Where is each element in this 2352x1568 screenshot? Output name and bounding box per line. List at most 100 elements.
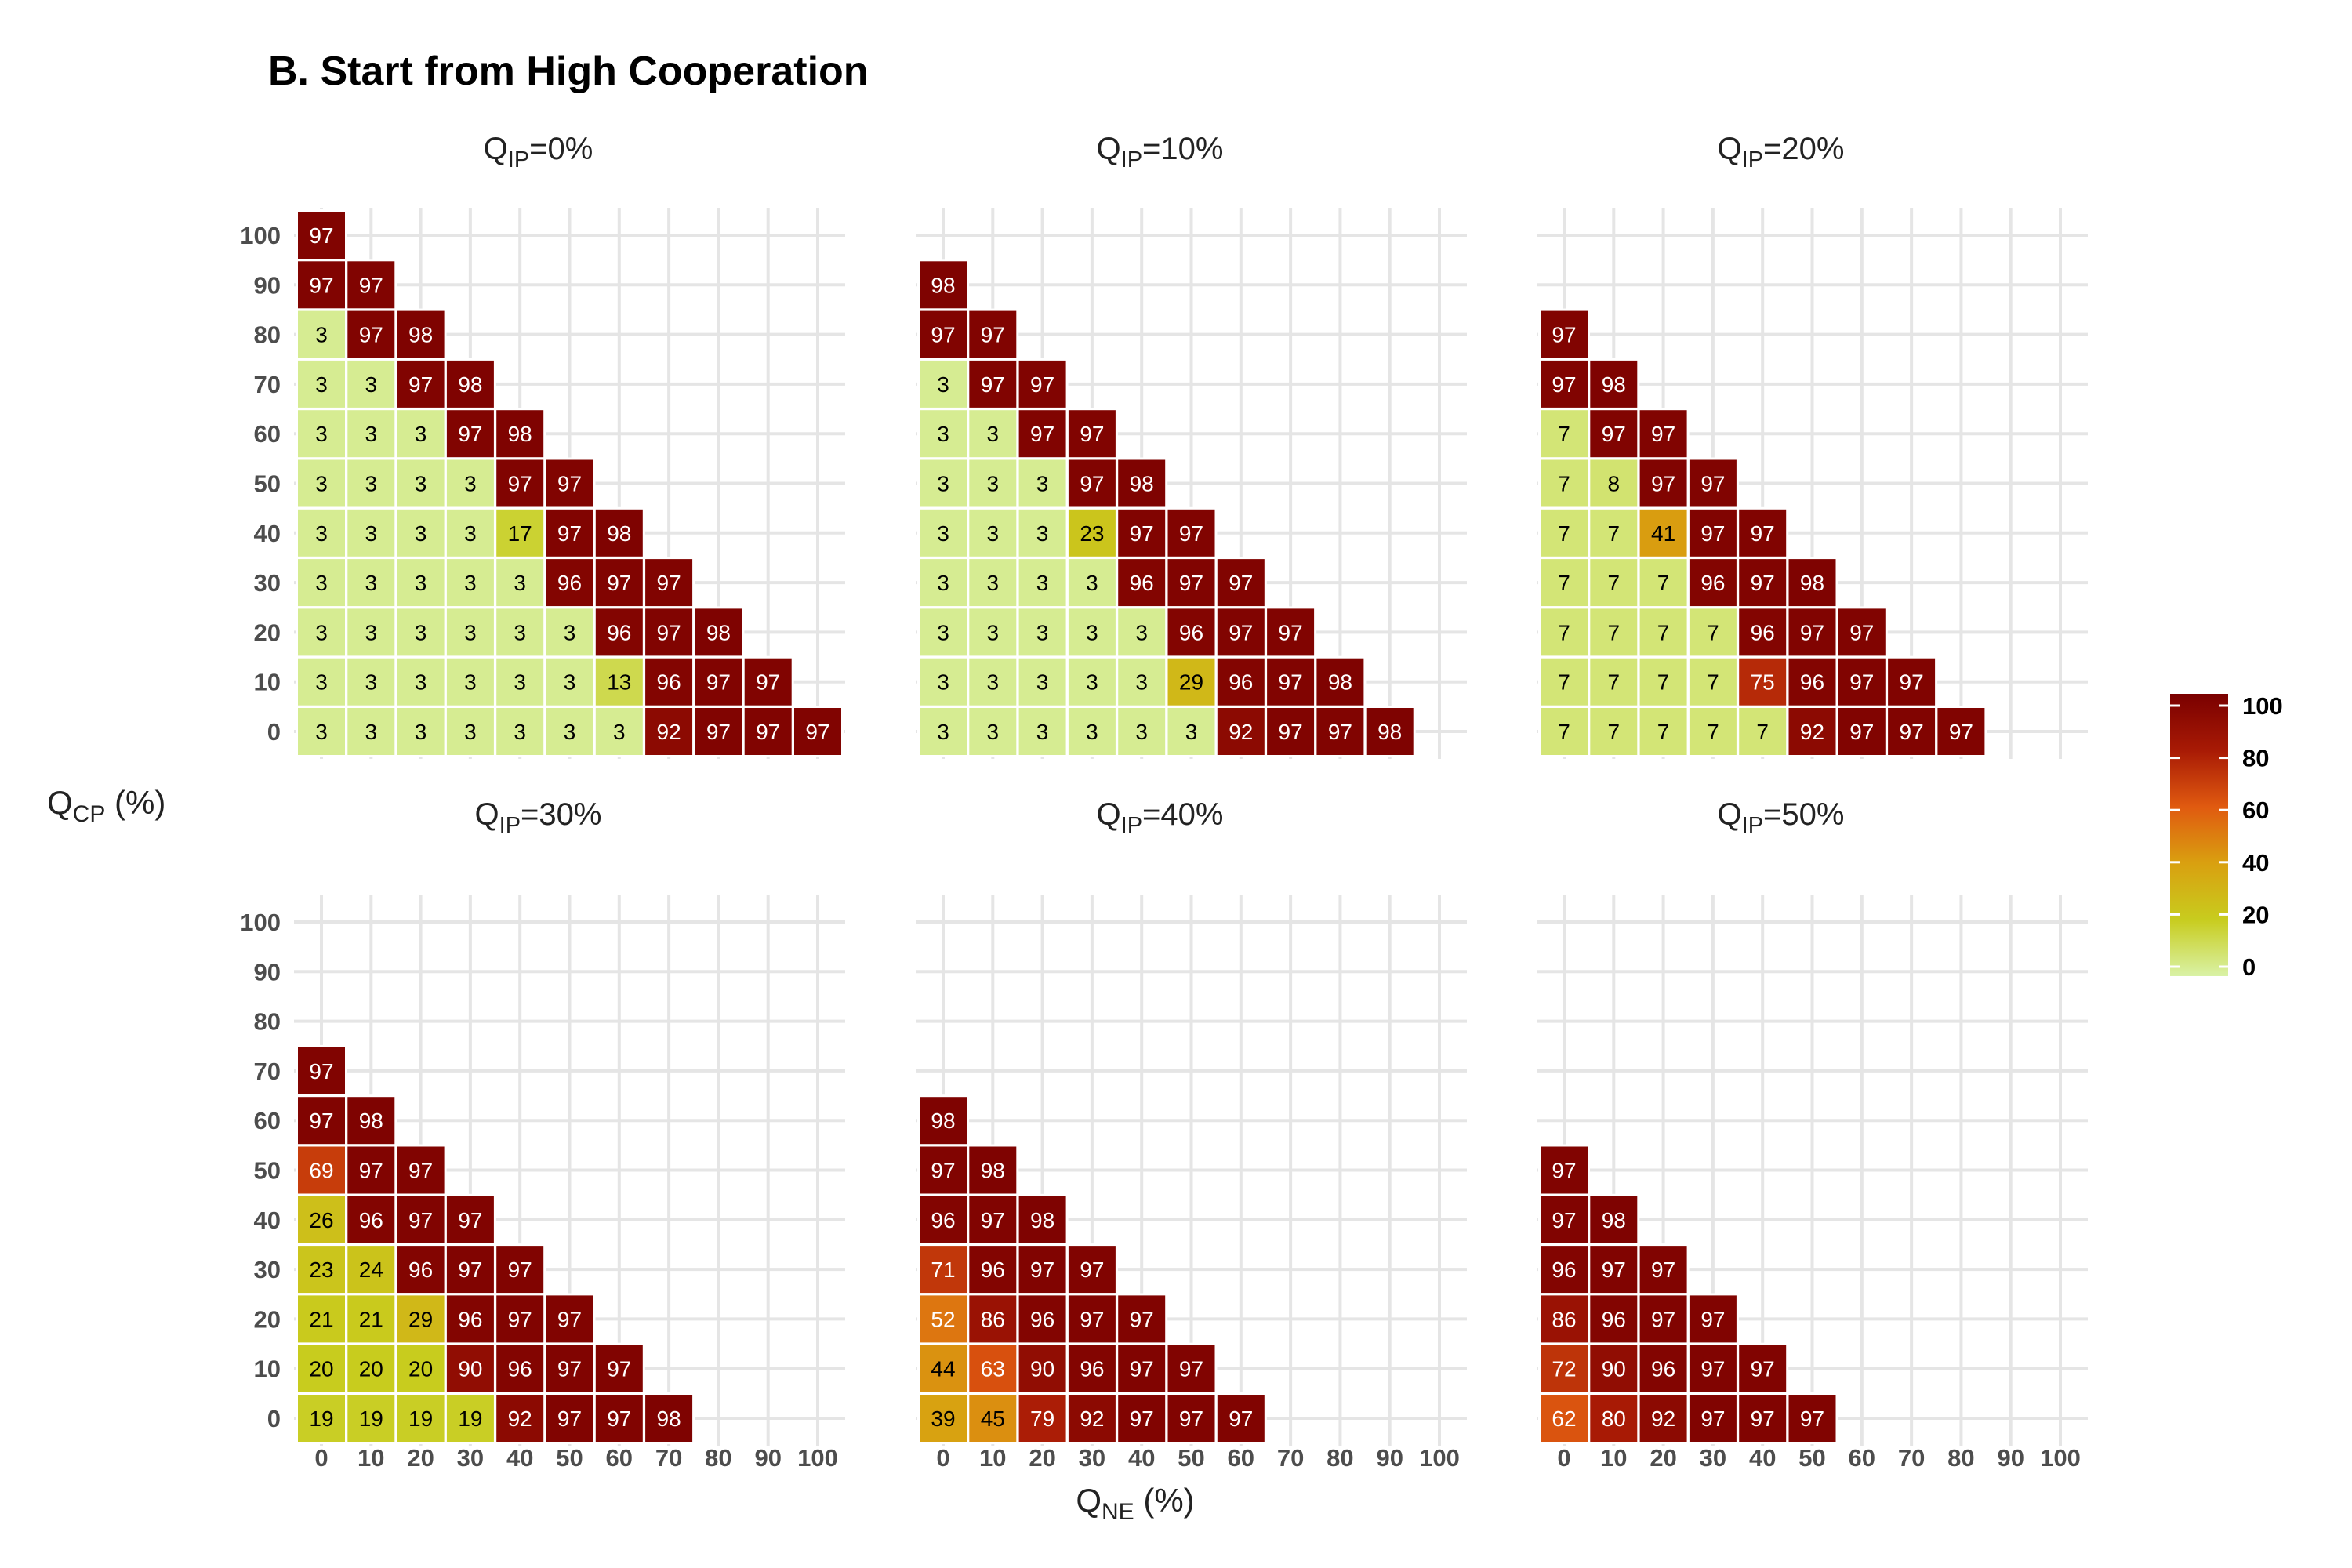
cell-value-label: 3 <box>937 720 949 744</box>
heatmap-cell <box>345 1193 397 1246</box>
heatmap-cell <box>1786 557 1838 609</box>
cell-value-label: 98 <box>408 323 433 347</box>
cell-value-label: 7 <box>1608 571 1621 595</box>
heatmap-cell <box>543 506 596 559</box>
y-tick-label: 40 <box>254 520 281 547</box>
cell-value-label: 3 <box>937 620 949 644</box>
cell-value-label: 3 <box>315 720 328 744</box>
heatmap-cell <box>1737 506 1789 559</box>
cell-value-label: 7 <box>1558 472 1570 496</box>
heatmap-cell <box>1886 706 1938 757</box>
heatmap-cell <box>1538 308 1590 361</box>
cell-value-label: 96 <box>1602 1307 1626 1331</box>
heatmap-cell <box>1065 1293 1118 1345</box>
cell-value-label: 97 <box>756 720 780 744</box>
cell-value-label: 97 <box>1229 620 1253 644</box>
heatmap-cell <box>1538 1392 1590 1444</box>
cell-value-label: 63 <box>981 1357 1005 1381</box>
heatmap-cell <box>345 506 397 559</box>
cell-value-label: 3 <box>415 720 427 744</box>
cell-value-label: 19 <box>458 1406 482 1431</box>
heatmap-cell <box>1588 1193 1640 1246</box>
heatmap-cell <box>1016 408 1069 460</box>
cell-value-label: 3 <box>937 422 949 446</box>
cell-value-label: 3 <box>514 720 526 744</box>
heatmap-cell <box>643 1392 695 1444</box>
panel-strip-label: QIP=40% <box>1097 797 1224 838</box>
x-tick-label: 90 <box>1997 1444 2024 1472</box>
cell-value-label: 96 <box>557 571 582 595</box>
legend-tick-label: 20 <box>2242 901 2269 928</box>
cell-value-label: 3 <box>514 670 526 695</box>
heatmap-cell <box>494 706 546 757</box>
heatmap-cell <box>1016 557 1069 609</box>
cell-value-label: 52 <box>931 1307 955 1331</box>
heatmap-cell <box>1588 358 1640 410</box>
heatmap-cell <box>593 1342 645 1395</box>
heatmap-cell <box>1935 706 1987 757</box>
cell-value-label: 97 <box>1130 1357 1154 1381</box>
cell-value-label: 3 <box>987 521 1000 546</box>
heatmap-cell <box>1637 1392 1690 1444</box>
heatmap-cell <box>394 557 447 609</box>
y-tick-label: 30 <box>254 1256 281 1283</box>
cell-value-label: 3 <box>415 620 427 644</box>
heatmap-cell <box>1538 358 1590 410</box>
heatmap-cell <box>1016 457 1069 510</box>
cell-value-label: 96 <box>1552 1258 1576 1282</box>
cell-value-label: 97 <box>1179 1357 1203 1381</box>
legend-tick-label: 60 <box>2242 797 2269 824</box>
cell-value-label: 97 <box>1900 720 1924 744</box>
heatmap-cell <box>543 706 596 757</box>
cell-value-label: 3 <box>365 422 378 446</box>
heatmap-cell <box>917 408 969 460</box>
cell-value-label: 7 <box>1558 521 1570 546</box>
cell-value-label: 97 <box>981 372 1005 397</box>
cell-value-label: 97 <box>981 1208 1005 1232</box>
cell-value-label: 92 <box>1229 720 1253 744</box>
cell-value-label: 97 <box>931 1159 955 1183</box>
x-tick-label: 60 <box>1849 1444 1875 1472</box>
heatmap-cell <box>1116 457 1168 510</box>
cell-value-label: 97 <box>706 670 731 695</box>
cell-value-label: 29 <box>1179 670 1203 695</box>
heatmap-cell <box>1637 655 1690 708</box>
cell-value-label: 97 <box>1030 1258 1054 1282</box>
x-tick-label: 0 <box>936 1444 949 1472</box>
cell-value-label: 79 <box>1030 1406 1054 1431</box>
cell-value-label: 96 <box>1080 1357 1104 1381</box>
cell-value-label: 96 <box>1030 1307 1054 1331</box>
panel-strip-label: QIP=20% <box>1718 132 1845 172</box>
heatmap-cell <box>1214 557 1267 609</box>
cell-value-label: 23 <box>309 1258 333 1282</box>
cell-value-label: 97 <box>1900 670 1924 695</box>
cell-value-label: 3 <box>315 571 328 595</box>
cell-value-label: 97 <box>1130 1406 1154 1431</box>
cell-value-label: 98 <box>1377 720 1402 744</box>
legend-tick-label: 0 <box>2242 953 2256 981</box>
cell-value-label: 7 <box>1657 670 1670 695</box>
cell-value-label: 97 <box>309 1059 333 1083</box>
x-tick-label: 20 <box>407 1444 434 1472</box>
panel: QIP=50% 97 97 98 96 97 97 86 96 97 97 72 90 96 97 97 62 8… <box>1537 797 2088 1472</box>
x-tick-label: 30 <box>1700 1444 1726 1472</box>
heatmap-cell <box>1588 706 1640 757</box>
heatmap-cell <box>444 358 496 410</box>
cell-value-label: 97 <box>1602 1258 1626 1282</box>
heatmap-cell <box>917 655 969 708</box>
y-tick-label: 20 <box>254 619 281 646</box>
cell-value-label: 92 <box>1080 1406 1104 1431</box>
heatmap-cell <box>394 655 447 708</box>
y-tick-label: 10 <box>254 1356 281 1383</box>
cell-value-label: 97 <box>1179 571 1203 595</box>
heatmap-cell <box>345 655 397 708</box>
cell-value-label: 3 <box>365 720 378 744</box>
panel: QIP=40% 98 97 98 96 97 98 71 96 97 97 52 86 96 97 97 44 6… <box>916 797 1467 1472</box>
cell-value-label: 3 <box>315 422 328 446</box>
cell-value-label: 3 <box>564 720 576 744</box>
x-tick-label: 50 <box>1798 1444 1825 1472</box>
cell-value-label: 29 <box>408 1307 433 1331</box>
cell-value-label: 45 <box>981 1406 1005 1431</box>
cell-value-label: 8 <box>1608 472 1621 496</box>
cell-value-label: 19 <box>408 1406 433 1431</box>
